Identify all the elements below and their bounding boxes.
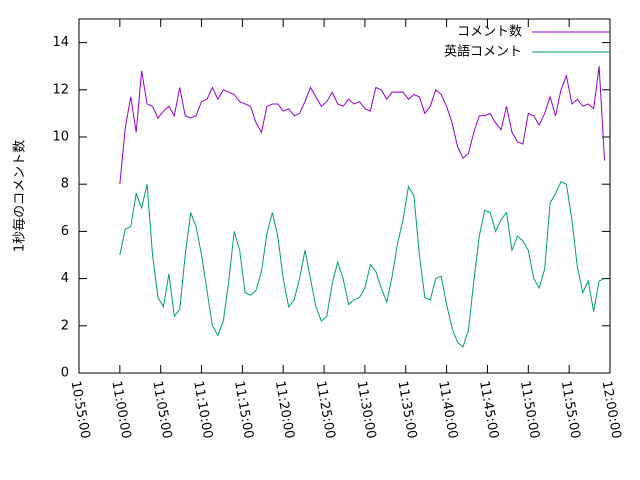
y-tick-label: 4: [61, 271, 69, 286]
y-tick-label: 6: [61, 224, 69, 239]
y-tick-label: 14: [52, 35, 69, 50]
series-line: [119, 66, 606, 185]
y-tick-label: 2: [61, 318, 69, 333]
legend-label: コメント数: [457, 25, 522, 40]
y-tick-label: 10: [52, 130, 69, 145]
y-tick-label: 12: [52, 82, 69, 97]
series-line: [119, 181, 605, 348]
y-tick-label: 8: [61, 177, 69, 192]
y-tick-label: 0: [61, 366, 69, 381]
legend-label: 英語コメント: [444, 44, 522, 60]
y-axis-label: 1秒毎のコメント数: [12, 140, 28, 252]
plot-border: [78, 18, 611, 374]
